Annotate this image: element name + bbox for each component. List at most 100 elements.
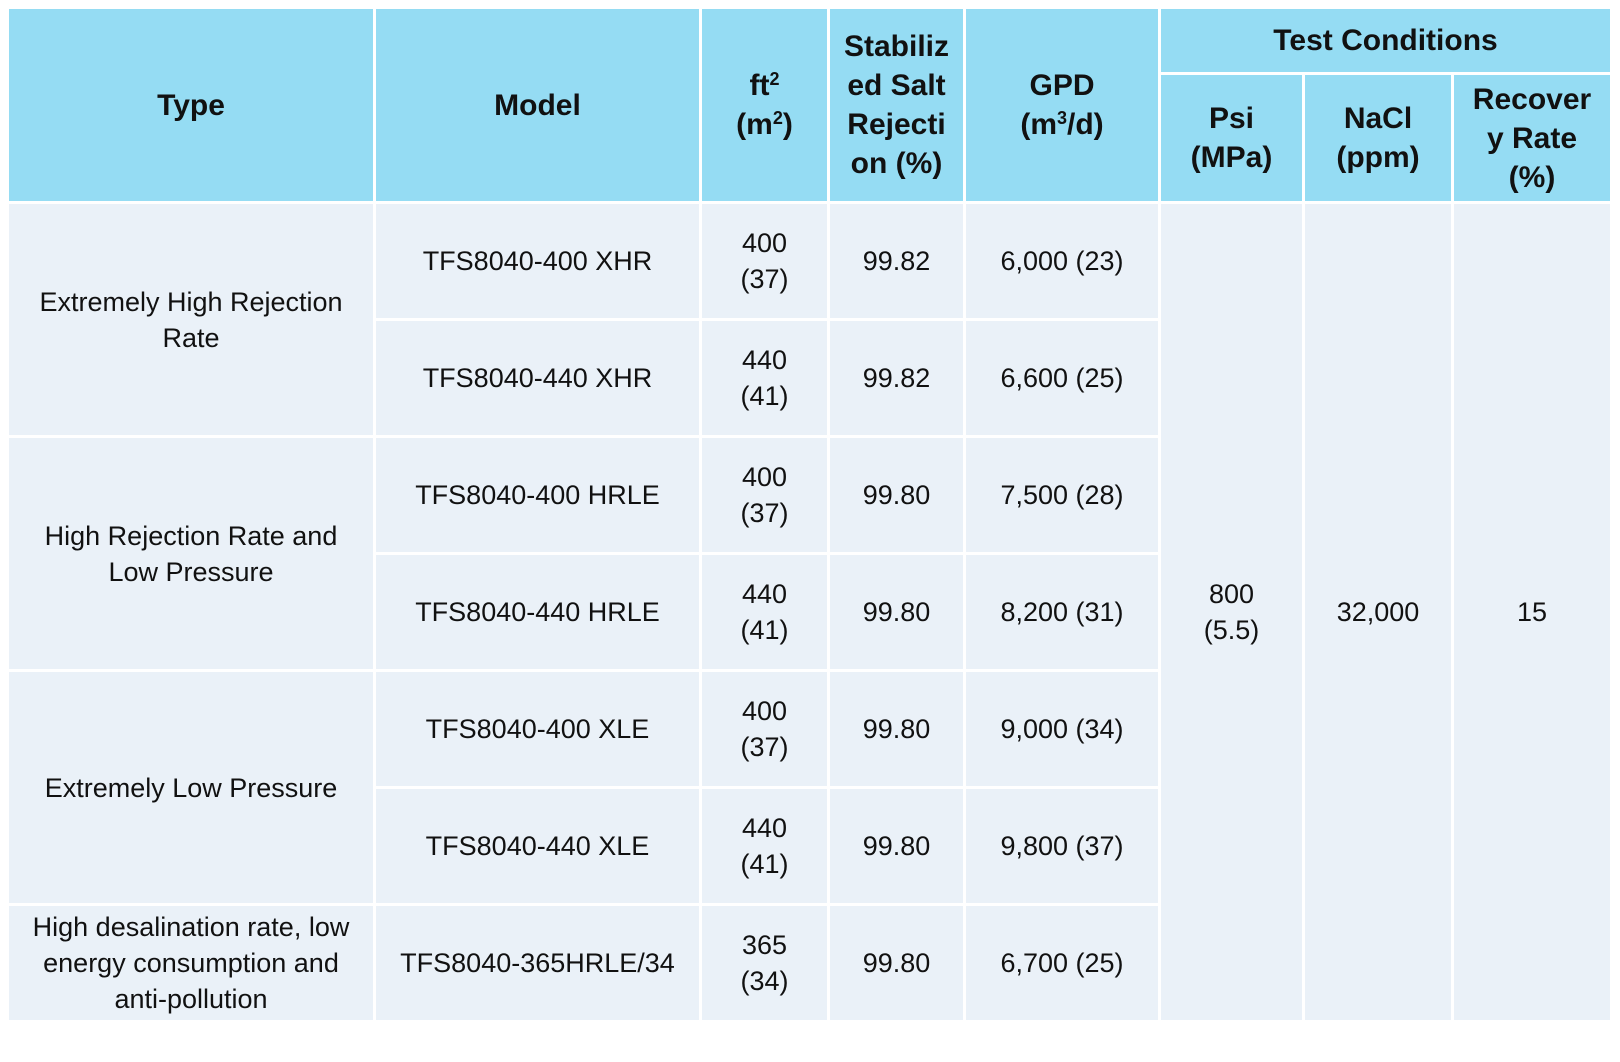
header-cell: Psi (MPa)	[1158, 72, 1305, 204]
header-cell: Recovery Rate (%)	[1451, 72, 1613, 204]
area-cell: 400 (37)	[699, 669, 830, 789]
type-cell-text: Extremely High Rejection Rate	[39, 286, 343, 353]
header-cell-text: (m	[736, 108, 773, 141]
rejection-cell: 99.80	[827, 669, 966, 789]
type-cell-text: High Rejection Rate and Low Pressure	[44, 520, 338, 587]
model-cell-text: TFS8040-365HRLE/34	[400, 948, 675, 978]
model-cell-text: TFS8040-400 XHR	[422, 246, 653, 276]
header-cell-sup: 3	[1057, 108, 1068, 128]
rejection-cell-text: 99.80	[862, 714, 931, 744]
gpd-cell-text: 6,700 (25)	[1000, 948, 1124, 978]
header-cell-line: GPD	[966, 66, 1158, 105]
rejection-cell: 99.82	[827, 201, 966, 321]
header-cell-text: GPD	[1029, 69, 1095, 102]
gpd-cell-text: 7,500 (28)	[1000, 480, 1124, 510]
area-cell-text: 400 (37)	[740, 696, 789, 762]
data-row: TFS8040-440 XHR 440 (41) 99.82 6,600 (25)	[8, 318, 1612, 438]
header-row: Type Model ft2 (m2) Stabilized Salt Rejectio…	[6, 6, 1613, 204]
gpd-cell: 6,700 (25)	[963, 903, 1161, 1023]
header-cell-text: /d)	[1067, 108, 1104, 141]
data-row: Extremely High Rejection Rate TFS8040-400…	[6, 201, 1613, 1023]
area-cell: 440 (41)	[699, 552, 830, 672]
data-row: TFS8040-440 XLE 440 (41) 99.80 9,800 (37)	[8, 786, 1612, 906]
type-cell-text: High desalination rate, low energy consu…	[32, 912, 350, 1014]
data-row: High desalination rate, low energy consu…	[6, 903, 1612, 1023]
header-cell-line: (m3/d)	[966, 105, 1158, 144]
model-cell: TFS8040-440 XHR	[373, 318, 702, 438]
data-row: High Rejection Rate and Low Pressure TFS8…	[6, 435, 1612, 672]
type-cell: High Rejection Rate and Low Pressure	[6, 435, 376, 672]
rejection-cell-text: 99.80	[862, 948, 931, 978]
model-cell-text: TFS8040-400 HRLE	[415, 480, 660, 510]
header-cell-text: Psi (MPa)	[1190, 102, 1273, 174]
area-cell: 400 (37)	[699, 435, 830, 555]
rejection-cell: 99.82	[827, 318, 966, 438]
header-cell-text: Model	[494, 88, 581, 122]
model-cell: TFS8040-400 XLE	[373, 669, 702, 789]
header-cell-text: Stabilized Salt Rejection (%)	[843, 30, 949, 180]
area-cell-text: 440 (41)	[740, 579, 789, 645]
rejection-cell: 99.80	[827, 903, 966, 1023]
model-cell-text: TFS8040-440 XLE	[425, 831, 650, 861]
gpd-cell: 6,000 (23)	[963, 201, 1161, 321]
gpd-cell-text: 9,000 (34)	[1000, 714, 1124, 744]
model-cell: TFS8040-440 HRLE	[373, 552, 702, 672]
psi-cell: 800 (5.5)	[1158, 201, 1305, 1023]
nacl-cell-text: 32,000	[1336, 597, 1420, 627]
model-cell-text: TFS8040-440 XHR	[422, 363, 653, 393]
gpd-cell-text: 6,600 (25)	[1000, 363, 1124, 393]
type-cell: Extremely Low Pressure	[6, 669, 376, 906]
recovery-cell-text: 15	[1516, 597, 1548, 627]
type-cell: Extremely High Rejection Rate	[6, 201, 376, 438]
header-cell: ft2 (m2)	[699, 6, 830, 204]
model-cell: TFS8040-440 XLE	[373, 786, 702, 906]
area-cell-text: 440 (41)	[740, 345, 789, 411]
psi-cell-text: 800 (5.5)	[1203, 579, 1260, 645]
gpd-cell-text: 9,800 (37)	[1000, 831, 1124, 861]
area-cell-text: 400 (37)	[740, 462, 789, 528]
area-cell: 400 (37)	[699, 201, 830, 321]
header-cell: GPD (m3/d)	[963, 6, 1161, 204]
rejection-cell: 99.80	[827, 435, 966, 555]
recovery-cell: 15	[1451, 201, 1613, 1023]
header-cell-text: Test Conditions	[1273, 24, 1498, 57]
header-cell: Test Conditions	[1158, 6, 1613, 75]
header-cell: NaCl (ppm)	[1302, 72, 1454, 204]
header-cell-text: Recovery Rate (%)	[1472, 82, 1592, 194]
gpd-cell: 7,500 (28)	[963, 435, 1161, 555]
spec-table: Type Model ft2 (m2) Stabilized Salt Rejectio…	[6, 6, 1613, 1023]
area-cell: 365 (34)	[699, 903, 830, 1023]
gpd-cell: 9,800 (37)	[963, 786, 1161, 906]
gpd-cell-text: 8,200 (31)	[1000, 597, 1124, 627]
data-row: Extremely Low Pressure TFS8040-400 XLE 400…	[6, 669, 1612, 906]
model-cell-text: TFS8040-400 XLE	[425, 714, 650, 744]
header-cell: Type	[6, 6, 376, 204]
rejection-cell-text: 99.82	[862, 246, 931, 276]
rejection-cell: 99.80	[827, 552, 966, 672]
header-cell-sup: 2	[772, 108, 783, 128]
header-cell-text: NaCl (ppm)	[1336, 102, 1420, 174]
header-cell-text: Type	[157, 88, 225, 122]
header-cell: Model	[373, 6, 702, 204]
area-cell: 440 (41)	[699, 318, 830, 438]
header-cell-text: ft	[749, 69, 770, 102]
rejection-cell-text: 99.82	[862, 363, 931, 393]
model-cell: TFS8040-400 HRLE	[373, 435, 702, 555]
rejection-cell: 99.80	[827, 786, 966, 906]
header-cell-text: )	[782, 108, 793, 141]
model-cell-text: TFS8040-440 HRLE	[415, 597, 660, 627]
rejection-cell-text: 99.80	[862, 597, 931, 627]
gpd-cell: 6,600 (25)	[963, 318, 1161, 438]
type-cell-text: Extremely Low Pressure	[44, 772, 338, 803]
gpd-cell: 9,000 (34)	[963, 669, 1161, 789]
area-cell-text: 400 (37)	[740, 228, 789, 294]
gpd-cell: 8,200 (31)	[963, 552, 1161, 672]
rejection-cell-text: 99.80	[862, 831, 931, 861]
header-cell: Stabilized Salt Rejection (%)	[827, 6, 966, 204]
header-row: Psi (MPa) NaCl (ppm) Recovery Rate (%)	[8, 72, 1613, 204]
header-cell-sup: 2	[769, 69, 780, 89]
model-cell: TFS8040-365HRLE/34	[373, 903, 702, 1023]
gpd-cell-text: 6,000 (23)	[1000, 246, 1124, 276]
area-cell-text: 365 (34)	[740, 930, 789, 996]
